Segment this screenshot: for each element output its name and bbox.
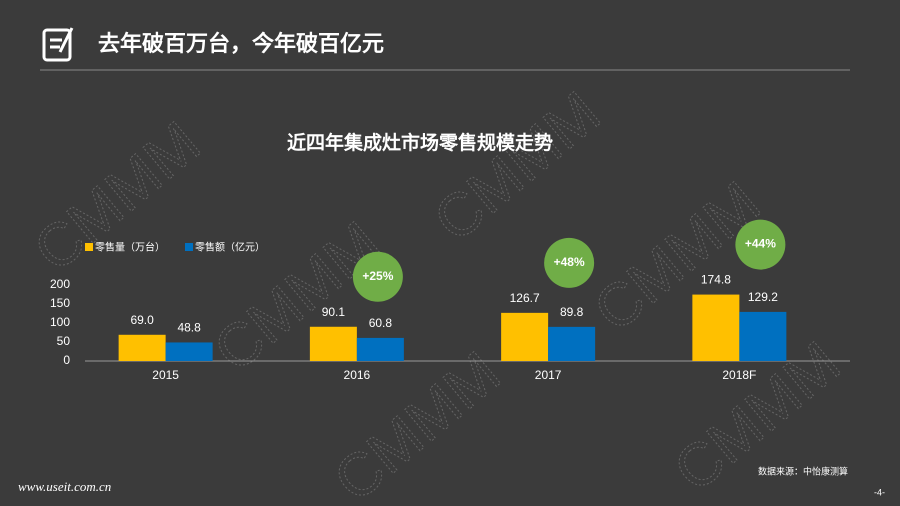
x-tick-label: 2016 xyxy=(344,368,371,382)
growth-badge xyxy=(544,237,595,288)
header-icon xyxy=(42,27,74,62)
value-label: 129.2 xyxy=(748,290,778,304)
bar xyxy=(309,326,357,361)
value-label: 90.1 xyxy=(322,305,346,319)
growth-badge xyxy=(735,219,786,270)
header-title: 去年破百万台，今年破百亿元 xyxy=(98,31,384,56)
value-label: 126.7 xyxy=(510,291,540,305)
watermark: CMMM xyxy=(321,339,512,506)
value-label: 174.8 xyxy=(701,273,731,287)
y-tick-label: 100 xyxy=(50,315,70,329)
y-tick-label: 150 xyxy=(50,296,70,310)
value-label: 48.8 xyxy=(177,321,201,335)
growth-label: +44% xyxy=(745,237,776,251)
value-label: 69.0 xyxy=(130,313,154,327)
legend-swatch xyxy=(185,243,193,251)
legend-swatch xyxy=(85,243,93,251)
y-tick-label: 50 xyxy=(57,334,71,348)
legend-label: 零售额（亿元） xyxy=(195,241,265,254)
bar xyxy=(356,337,404,361)
x-tick-label: 2018F xyxy=(722,368,756,382)
chart-title: 近四年集成灶市场零售规模走势 xyxy=(287,131,553,154)
source: 数据来源：中怡康测算 xyxy=(758,465,848,476)
legend-label: 零售量（万台） xyxy=(95,241,165,254)
bar xyxy=(692,294,740,361)
watermark: CMMM xyxy=(21,109,212,285)
value-label: 89.8 xyxy=(560,305,584,319)
site-url: www.useit.com.cn xyxy=(18,479,111,494)
page-number: -4- xyxy=(874,487,885,497)
y-tick-label: 200 xyxy=(50,277,70,291)
bar xyxy=(739,311,787,361)
x-tick-label: 2015 xyxy=(152,368,179,382)
bar xyxy=(501,312,549,361)
watermark: CMMM xyxy=(421,79,612,255)
bar xyxy=(548,326,596,361)
growth-label: +25% xyxy=(362,269,393,283)
bar xyxy=(118,334,166,361)
y-tick-label: 0 xyxy=(63,353,70,367)
growth-badge xyxy=(352,251,403,302)
growth-label: +48% xyxy=(554,255,585,269)
bar xyxy=(165,342,213,361)
x-tick-label: 2017 xyxy=(535,368,562,382)
value-label: 60.8 xyxy=(369,316,393,330)
